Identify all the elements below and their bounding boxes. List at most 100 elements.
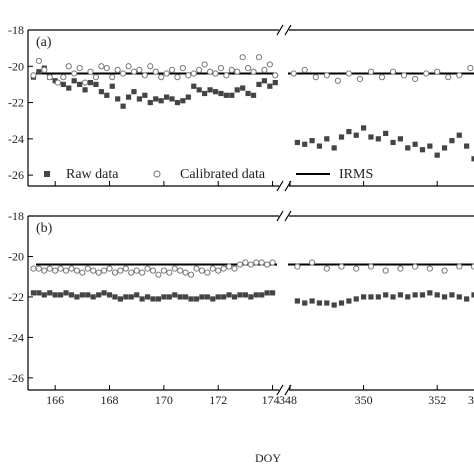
x-axis-title: DOY — [255, 451, 281, 465]
raw-data-point — [52, 78, 58, 84]
raw-data-point — [346, 298, 352, 304]
raw-data-point — [144, 294, 151, 300]
raw-data-point — [294, 139, 300, 146]
raw-data-point — [218, 90, 224, 97]
raw-data-point — [250, 92, 257, 98]
raw-data-point — [212, 89, 219, 95]
raw-data-point — [98, 89, 104, 95]
raw-data-point — [155, 296, 162, 302]
axis-break-mark — [276, 384, 284, 396]
raw-data-point — [412, 141, 418, 147]
raw-data-point — [368, 134, 374, 140]
raw-data-point — [120, 103, 126, 109]
raw-data-point — [128, 294, 134, 300]
raw-data-point — [52, 292, 58, 298]
raw-data-point — [125, 94, 132, 100]
raw-data-point — [207, 87, 213, 93]
calibrated-data-point — [209, 265, 216, 272]
raw-data-point — [294, 298, 300, 304]
calibrated-data-point — [239, 54, 246, 61]
calibrated-data-point — [234, 68, 241, 75]
y-tick-label: -26 — [8, 371, 24, 385]
axis-break-mark — [276, 180, 284, 192]
calibrated-data-point — [103, 64, 110, 72]
calibrated-data-point — [52, 267, 59, 274]
axis-break-gap — [279, 183, 289, 189]
raw-data-point — [353, 132, 359, 138]
calibrated-data-point — [228, 66, 235, 74]
calibrated-data-point — [294, 263, 301, 270]
calibrated-data-point — [76, 64, 83, 72]
calibrated-data-point — [174, 74, 181, 81]
raw-data-point — [63, 290, 69, 296]
calibrated-data-point — [204, 269, 211, 276]
x-tick-label: 350 — [355, 393, 373, 407]
raw-data-point — [90, 294, 96, 300]
calibrated-data-point — [141, 72, 148, 79]
calibrated-data-point — [212, 70, 219, 77]
x-tick-label: 168 — [101, 393, 119, 407]
raw-data-point — [123, 294, 129, 300]
raw-data-point — [419, 292, 426, 298]
raw-data-point — [185, 94, 191, 100]
raw-data-point — [66, 85, 72, 91]
raw-data-point — [471, 292, 474, 298]
raw-data-point — [456, 294, 462, 300]
calibrated-data-point — [166, 269, 173, 276]
raw-data-point — [302, 300, 308, 306]
raw-data-point — [183, 294, 189, 300]
raw-data-point — [231, 294, 238, 300]
raw-data-point — [221, 294, 227, 300]
raw-data-point — [338, 134, 345, 140]
calibrated-data-point — [139, 269, 146, 276]
x-tick-label: 174 — [262, 393, 280, 407]
raw-data-point — [191, 83, 197, 89]
calibrated-data-point — [217, 64, 225, 72]
raw-data-point — [383, 292, 389, 298]
calibrated-data-point — [149, 267, 157, 274]
calibrated-data-point — [79, 269, 86, 276]
x-tick-label: 352 — [428, 393, 446, 407]
raw-data-point — [464, 296, 470, 302]
x-tick-label: 3 — [468, 393, 474, 407]
raw-data-point — [58, 292, 64, 298]
y-tick-label: -24 — [8, 330, 24, 344]
calibrated-data-point — [35, 265, 42, 272]
raw-data-point — [131, 89, 137, 95]
calibrated-data-point — [312, 74, 319, 81]
calibrated-data-point — [160, 267, 167, 274]
raw-data-point — [101, 290, 107, 296]
raw-data-point — [74, 294, 80, 300]
panel-a: -18 -20 -22 -24 -26 (a) Raw data Calibrated dat… — [8, 23, 474, 192]
calibrated-data-point — [196, 66, 203, 74]
calibrated-data-point — [30, 265, 37, 272]
calibrated-data-point — [206, 68, 214, 75]
raw-data-point — [71, 78, 77, 84]
raw-data-point — [204, 294, 210, 300]
calibrated-data-point — [60, 74, 67, 81]
raw-data-point — [240, 85, 246, 91]
calibrated-data-point — [122, 265, 129, 272]
raw-data-point — [464, 143, 470, 149]
raw-data-point — [412, 292, 418, 298]
raw-data-point — [134, 292, 140, 298]
calibrated-data-point — [323, 72, 330, 79]
raw-data-point — [383, 130, 389, 136]
raw-data-point — [109, 83, 115, 89]
axis-break-gap — [279, 213, 289, 219]
calibrated-data-point — [46, 74, 53, 81]
raw-data-point — [272, 80, 278, 86]
calibrated-data-point — [334, 77, 341, 84]
calibrated-data-point — [68, 265, 75, 272]
x-tick-label: 170 — [155, 393, 173, 407]
calibrated-data-point — [272, 72, 279, 79]
calibrated-data-point — [81, 79, 89, 86]
calibrated-data-point — [98, 63, 105, 70]
y-tick-label: -18 — [8, 209, 24, 223]
y-tick-label: -18 — [8, 23, 24, 37]
calibrated-data-point — [71, 70, 78, 77]
x-tick-label: 172 — [209, 393, 227, 407]
raw-data-point — [180, 98, 186, 104]
calibrated-data-point — [136, 66, 143, 74]
